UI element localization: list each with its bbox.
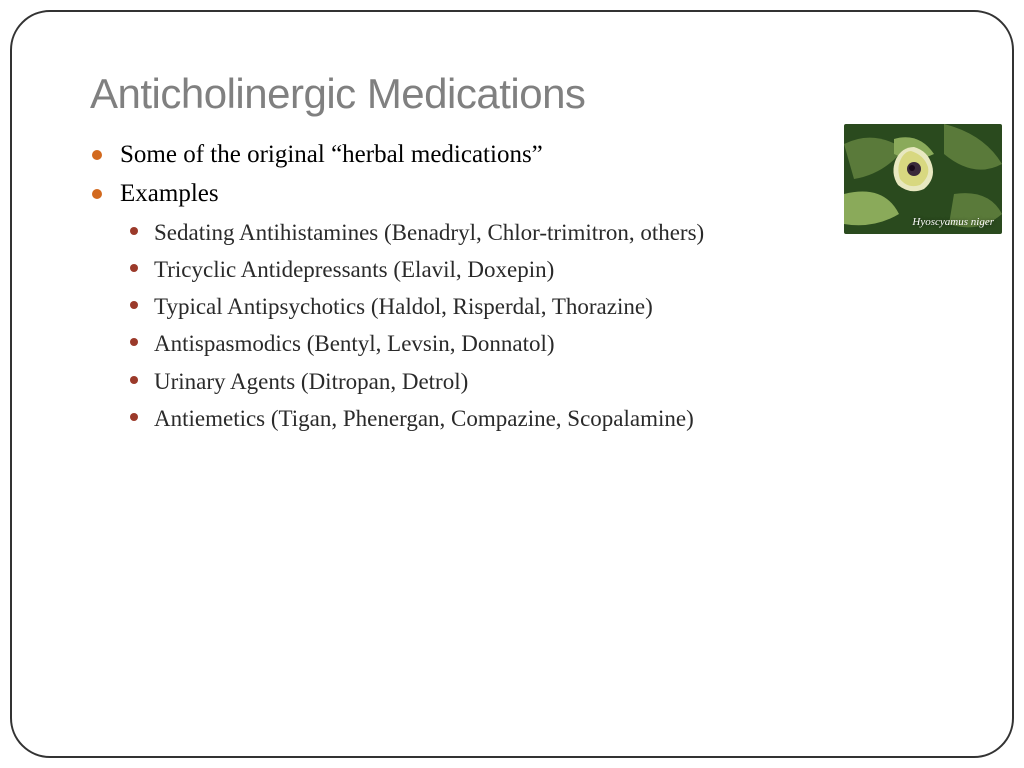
sub-bullet-item: Typical Antipsychotics (Haldol, Risperda… xyxy=(124,288,994,325)
bullet-list-level2: Sedating Antihistamines (Benadryl, Chlor… xyxy=(124,214,994,438)
sub-bullet-item: Antispasmodics (Bentyl, Levsin, Donnatol… xyxy=(124,325,994,362)
bullet-text: Some of the original “herbal medications… xyxy=(120,141,543,168)
slide-title: Anticholinergic Medications xyxy=(90,70,994,118)
sub-bullet-item: Antiemetics (Tigan, Phenergan, Compazine… xyxy=(124,400,994,437)
sub-bullet-item: Tricyclic Antidepressants (Elavil, Doxep… xyxy=(124,251,994,288)
sub-bullet-item: Urinary Agents (Ditropan, Detrol) xyxy=(124,363,994,400)
bullet-text: Examples xyxy=(120,180,219,207)
plant-caption: Hyoscyamus niger xyxy=(912,216,994,228)
plant-image: Hyoscyamus niger xyxy=(844,124,1002,234)
